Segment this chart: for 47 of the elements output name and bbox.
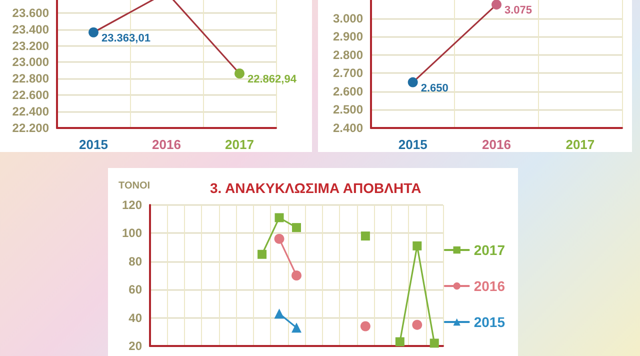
y-tick-label: 2.900 <box>332 30 364 44</box>
x-tick-label: 2015 <box>79 137 108 152</box>
y-tick-label: 2.800 <box>332 48 364 62</box>
point <box>258 250 267 259</box>
y-tick-label: 23.400 <box>12 22 50 36</box>
point <box>274 213 284 222</box>
y-tick-label: 60 <box>128 282 142 297</box>
y-tick-label: 23.000 <box>12 55 50 70</box>
point <box>412 241 422 250</box>
x-tick-label: 2016 <box>152 137 181 152</box>
point <box>360 232 370 241</box>
x-tick-label: 2016 <box>482 137 511 152</box>
y-tick-label: 2.700 <box>332 66 364 80</box>
data-label: 2.650 <box>420 82 448 94</box>
y-tick-label: 22.600 <box>12 88 50 102</box>
legend-label: 2016 <box>474 278 506 294</box>
chart-title: 3. ΑΝΑΚΥΚΛΩΣΙΜΑ ΑΠΟΒΛΗΤΑ <box>210 180 422 196</box>
x-tick-label: 2015 <box>398 137 428 152</box>
x-tick-label: 2017 <box>225 137 254 152</box>
point <box>292 223 301 232</box>
y-tick-label: 22.400 <box>12 104 50 119</box>
y-tick-label: 2.600 <box>332 84 364 98</box>
y-tick-label: 2.500 <box>332 102 364 117</box>
legend-label: 2015 <box>474 314 506 330</box>
y-tick-label: 23.600 <box>12 6 50 20</box>
y-tick-label: 22.200 <box>12 121 50 135</box>
y-tick-label: 22.800 <box>12 72 50 86</box>
data-label: 22.862,94 <box>248 73 298 86</box>
y-tick-label: 40 <box>128 310 142 325</box>
y-axis-title: ΤΟΝΟΙ <box>118 180 150 192</box>
y-tick-label: 120 <box>122 198 142 212</box>
legend-label: 2017 <box>474 242 506 258</box>
data-label: 23.363,01 <box>102 32 150 44</box>
y-tick-label: 20 <box>128 339 142 353</box>
data-label: 3.075 <box>504 4 532 17</box>
x-tick-label: 2017 <box>566 137 595 152</box>
y-tick-label: 23.200 <box>12 38 50 53</box>
y-tick-label: 100 <box>122 226 142 240</box>
y-tick-label: 2.400 <box>332 121 364 135</box>
point <box>430 338 439 348</box>
point <box>360 321 370 332</box>
y-tick-label: 3.000 <box>332 11 364 26</box>
point <box>412 320 422 330</box>
y-tick-label: 80 <box>128 254 142 268</box>
point <box>395 337 404 346</box>
point <box>292 270 302 280</box>
point <box>274 234 284 244</box>
